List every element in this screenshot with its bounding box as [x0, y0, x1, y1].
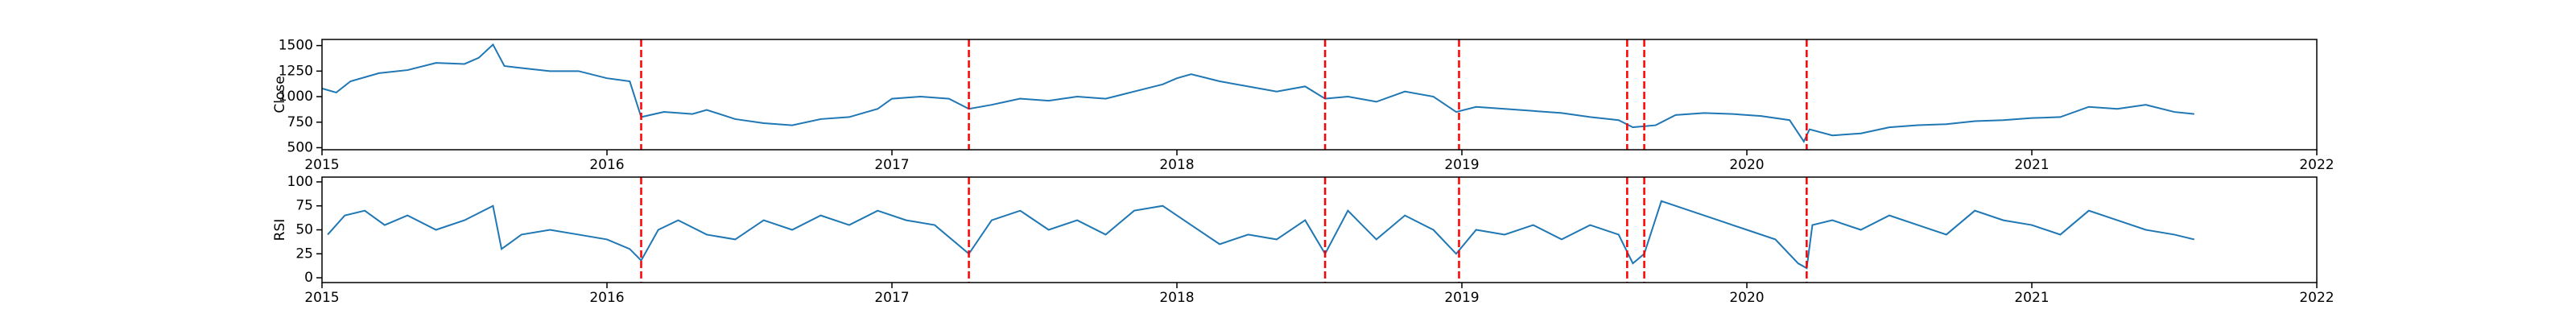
x-tick-label: 2022: [2299, 290, 2334, 306]
x-tick-label: 2016: [589, 290, 624, 306]
x-tick-label: 2015: [304, 157, 339, 173]
x-tick-label: 2019: [1444, 290, 1479, 306]
y-tick-label: 100: [287, 174, 313, 190]
y-tick-label: 1000: [279, 89, 313, 105]
y-tick-label: 500: [287, 139, 313, 155]
x-tick-label: 2017: [874, 290, 909, 306]
x-tick-label: 2015: [304, 290, 339, 306]
x-tick-label: 2020: [1729, 290, 1764, 306]
x-tick-label: 2021: [2014, 157, 2049, 173]
y-tick-label: 1500: [279, 38, 313, 54]
x-tick-label: 2018: [1159, 157, 1194, 173]
x-tick-label: 2018: [1159, 290, 1194, 306]
x-tick-label: 2016: [589, 157, 624, 173]
y-tick-label: 0: [304, 270, 313, 286]
y-axis-label: RSI: [272, 219, 288, 242]
x-tick-label: 2021: [2014, 290, 2049, 306]
y-tick-label: 75: [295, 198, 313, 214]
y-tick-label: 50: [295, 222, 313, 238]
axes-frame: [321, 176, 2318, 283]
y-tick-label: 25: [295, 246, 313, 262]
y-tick-label: 750: [287, 114, 313, 130]
x-tick-label: 2019: [1444, 157, 1479, 173]
y-tick-label: 1250: [279, 63, 313, 79]
axes-frame: [321, 39, 2318, 151]
x-tick-label: 2022: [2299, 157, 2334, 173]
data-line: [327, 200, 2195, 270]
data-line: [321, 43, 2194, 143]
x-tick-label: 2017: [874, 157, 909, 173]
x-tick-label: 2020: [1729, 157, 1764, 173]
y-axis-label: Close: [272, 76, 288, 113]
